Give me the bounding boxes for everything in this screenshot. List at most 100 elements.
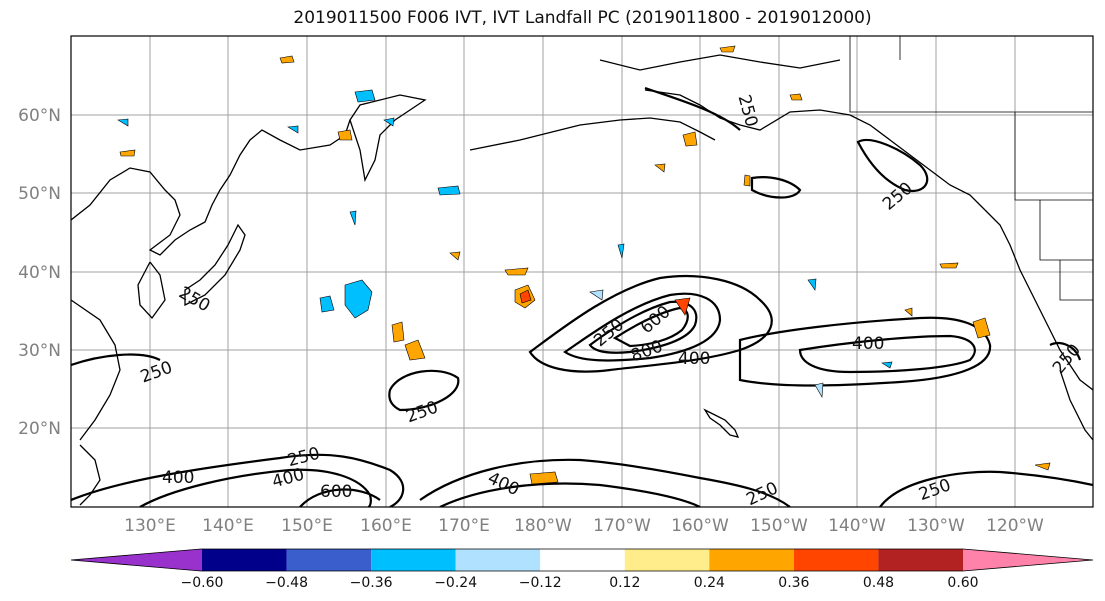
shade-neg <box>319 295 335 313</box>
shade-neg <box>589 289 604 301</box>
shade-pos <box>972 317 991 339</box>
shade-pos <box>719 45 736 53</box>
shade-pos <box>529 471 559 485</box>
shade-neg <box>437 185 461 196</box>
coastline-philippines <box>79 444 101 506</box>
coastline-east-asia <box>71 119 351 256</box>
contour-label: 250 <box>916 475 953 505</box>
lon-tick-label: 130°E <box>124 516 176 536</box>
contour-label: 400 <box>162 468 194 488</box>
colorbar-segment <box>624 549 710 571</box>
coastline-aleutians <box>469 117 716 151</box>
lon-tick-label: 130°W <box>907 516 965 536</box>
contour-250-bay <box>750 176 802 199</box>
political-borders <box>849 36 1093 301</box>
colorbar-segment <box>286 549 372 571</box>
coastline-kamchatka <box>349 94 427 183</box>
contour-label: 250 <box>879 178 917 214</box>
colorbar-tick-label: −0.36 <box>350 575 393 591</box>
shade-pos <box>279 55 295 64</box>
shade-neg <box>344 279 373 319</box>
contour-250-south-left <box>71 453 405 507</box>
lon-tick-label: 170°E <box>438 516 490 536</box>
contour-label: 250 <box>175 283 213 317</box>
contour-label: 250 <box>743 478 781 510</box>
lon-tick-label: 160°E <box>360 516 412 536</box>
contour-label: 400 <box>678 349 710 369</box>
contour-250-hawaii-west <box>388 369 460 412</box>
colorbar <box>70 548 1094 572</box>
lon-tick-label: 180°W <box>514 516 572 536</box>
colorbar-tick-label: −0.60 <box>181 575 224 591</box>
ivt-contours <box>71 86 1093 507</box>
colorbar-tick-label: −0.48 <box>265 575 308 591</box>
colorbar-tick-label: 0.24 <box>694 575 725 591</box>
contour-250-baja <box>1049 342 1082 361</box>
contour-250-east <box>738 316 992 387</box>
contour-800-central <box>612 306 689 348</box>
contour-600-central <box>588 300 698 354</box>
lon-tick-label: 140°W <box>828 516 886 536</box>
contour-250-gulf <box>856 139 929 193</box>
shade-pos <box>1034 462 1051 471</box>
colorbar-tick-label: −0.12 <box>519 575 562 591</box>
lon-tick-label: 140°E <box>202 516 254 536</box>
graticule <box>71 36 1093 507</box>
coastline-baja <box>1059 369 1093 441</box>
latitude-labels: 60°N 50°N 40°N 30°N 20°N <box>18 106 61 439</box>
shade-neg <box>807 278 817 291</box>
lat-tick-label: 30°N <box>18 341 61 361</box>
lon-tick-label: 150°W <box>750 516 808 536</box>
shade-pos <box>743 174 751 187</box>
contour-600-south <box>299 488 381 507</box>
lat-tick-label: 50°N <box>18 184 61 204</box>
colorbar-tick-label: 0.36 <box>778 575 809 591</box>
map-title: 2019011500 F006 IVT, IVT Landfall PC (20… <box>293 8 872 28</box>
contour-250-south-right <box>879 470 1093 507</box>
shade-neg <box>287 125 299 134</box>
contour-label: 400 <box>270 465 307 493</box>
shade-neg <box>881 361 893 369</box>
shade-pos <box>119 149 136 157</box>
colorbar-segment <box>963 549 1093 571</box>
shade-neg <box>814 382 824 398</box>
colorbar-tick-label: 0.12 <box>609 575 640 591</box>
contour-400-east <box>798 334 976 374</box>
shade-pos <box>682 131 698 147</box>
lon-tick-label: 170°W <box>593 516 651 536</box>
contour-label-layer: 250 250 250 250 600 800 400 400 250 250 … <box>138 93 1085 510</box>
coastline-china <box>71 299 121 441</box>
contour-250-central <box>528 275 773 373</box>
shade-pos <box>404 339 426 361</box>
contour-label: 250 <box>1049 340 1085 378</box>
lon-tick-label: 150°E <box>281 516 333 536</box>
colorbar-segment <box>793 549 879 571</box>
coastline-canada <box>984 209 1093 391</box>
coastline-hawaii <box>703 408 740 438</box>
contour-label: 600 <box>320 482 352 502</box>
shade-pos <box>939 262 959 269</box>
shade-pos <box>654 163 666 173</box>
lat-tick-label: 20°N <box>18 419 61 439</box>
colorbar-segment <box>202 549 287 571</box>
contour-label: 400 <box>484 468 522 500</box>
contour-label: 250 <box>138 358 175 388</box>
shade-pos <box>519 289 532 304</box>
colorbar-tick-label: −0.24 <box>434 575 477 591</box>
coastline-korea <box>137 261 166 320</box>
colorbar-segment <box>709 549 794 571</box>
shade-pos <box>391 321 405 343</box>
contour-400-central <box>563 292 722 362</box>
colorbar-segment <box>878 549 963 571</box>
contour-400-south-mid <box>439 482 701 507</box>
shade-neg <box>354 89 376 103</box>
lat-tick-label: 60°N <box>18 106 61 126</box>
colorbar-segment <box>71 549 202 571</box>
colorbar-tick-labels: −0.60 −0.48 −0.36 −0.24 −0.12 0.12 0.24 0.36 0.4… <box>181 575 979 591</box>
longitude-labels: 130°E 140°E 150°E 160°E 170°E 180°W 170°W 160°W… <box>124 516 1044 536</box>
shade-neg <box>617 243 625 259</box>
colorbar-segment <box>540 549 625 571</box>
colorbar-segment <box>371 549 456 571</box>
colorbar-tick-label: 0.48 <box>863 575 894 591</box>
